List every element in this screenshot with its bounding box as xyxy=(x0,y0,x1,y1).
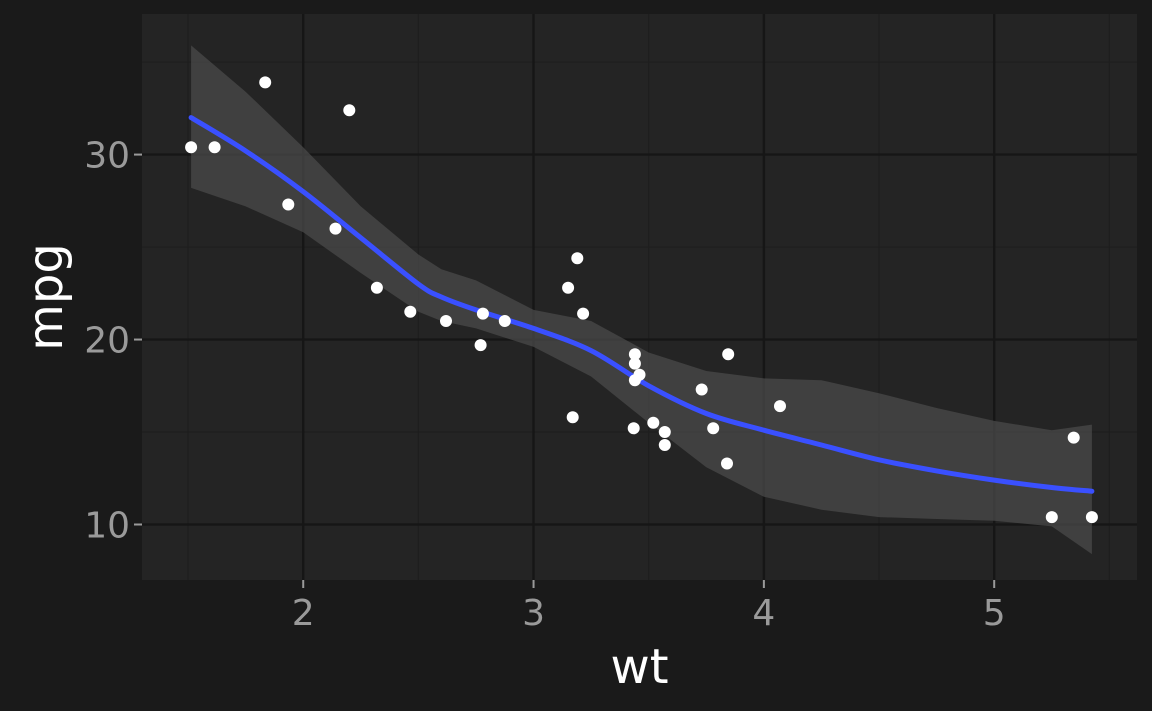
data-point xyxy=(404,305,417,318)
data-point xyxy=(282,198,295,211)
data-point xyxy=(1045,511,1058,524)
data-point xyxy=(695,383,708,396)
data-point xyxy=(627,422,640,435)
axes: 2 3 4 5 10 20 30 xyxy=(84,136,1005,634)
y-tick-label: 30 xyxy=(84,136,130,177)
y-axis-title: mpg xyxy=(18,243,74,351)
data-points xyxy=(185,76,1098,524)
x-axis-title: wt xyxy=(610,639,668,695)
y-tick-label: 10 xyxy=(84,506,130,547)
data-point xyxy=(498,315,511,327)
data-point xyxy=(562,281,575,294)
data-point xyxy=(647,416,660,429)
data-point xyxy=(707,422,720,435)
data-point xyxy=(259,76,272,89)
data-point xyxy=(658,426,671,438)
confidence-ribbon xyxy=(191,45,1092,555)
data-point xyxy=(721,457,733,470)
y-tick-label: 20 xyxy=(84,321,130,362)
data-point xyxy=(577,307,590,320)
data-point xyxy=(628,348,641,361)
x-tick-label: 3 xyxy=(522,593,545,634)
data-point xyxy=(329,222,342,235)
loess-fit-line xyxy=(188,115,1095,494)
data-point xyxy=(185,141,198,154)
data-point xyxy=(208,141,221,154)
data-point xyxy=(628,374,641,387)
data-point xyxy=(1085,511,1098,524)
data-point xyxy=(571,252,584,265)
data-point xyxy=(343,104,356,117)
x-tick-label: 5 xyxy=(983,593,1006,634)
data-point xyxy=(658,439,671,451)
data-point xyxy=(566,411,579,424)
data-point xyxy=(474,339,487,352)
data-point xyxy=(440,315,452,327)
data-point xyxy=(722,348,735,361)
x-tick-label: 4 xyxy=(752,593,775,634)
x-tick-label: 2 xyxy=(292,593,315,634)
data-point xyxy=(476,307,489,320)
data-point xyxy=(1067,431,1080,444)
data-point xyxy=(370,281,383,294)
data-point xyxy=(628,357,641,370)
data-point xyxy=(774,400,786,413)
confidence-band xyxy=(191,45,1092,555)
smooth-line xyxy=(188,115,1095,494)
